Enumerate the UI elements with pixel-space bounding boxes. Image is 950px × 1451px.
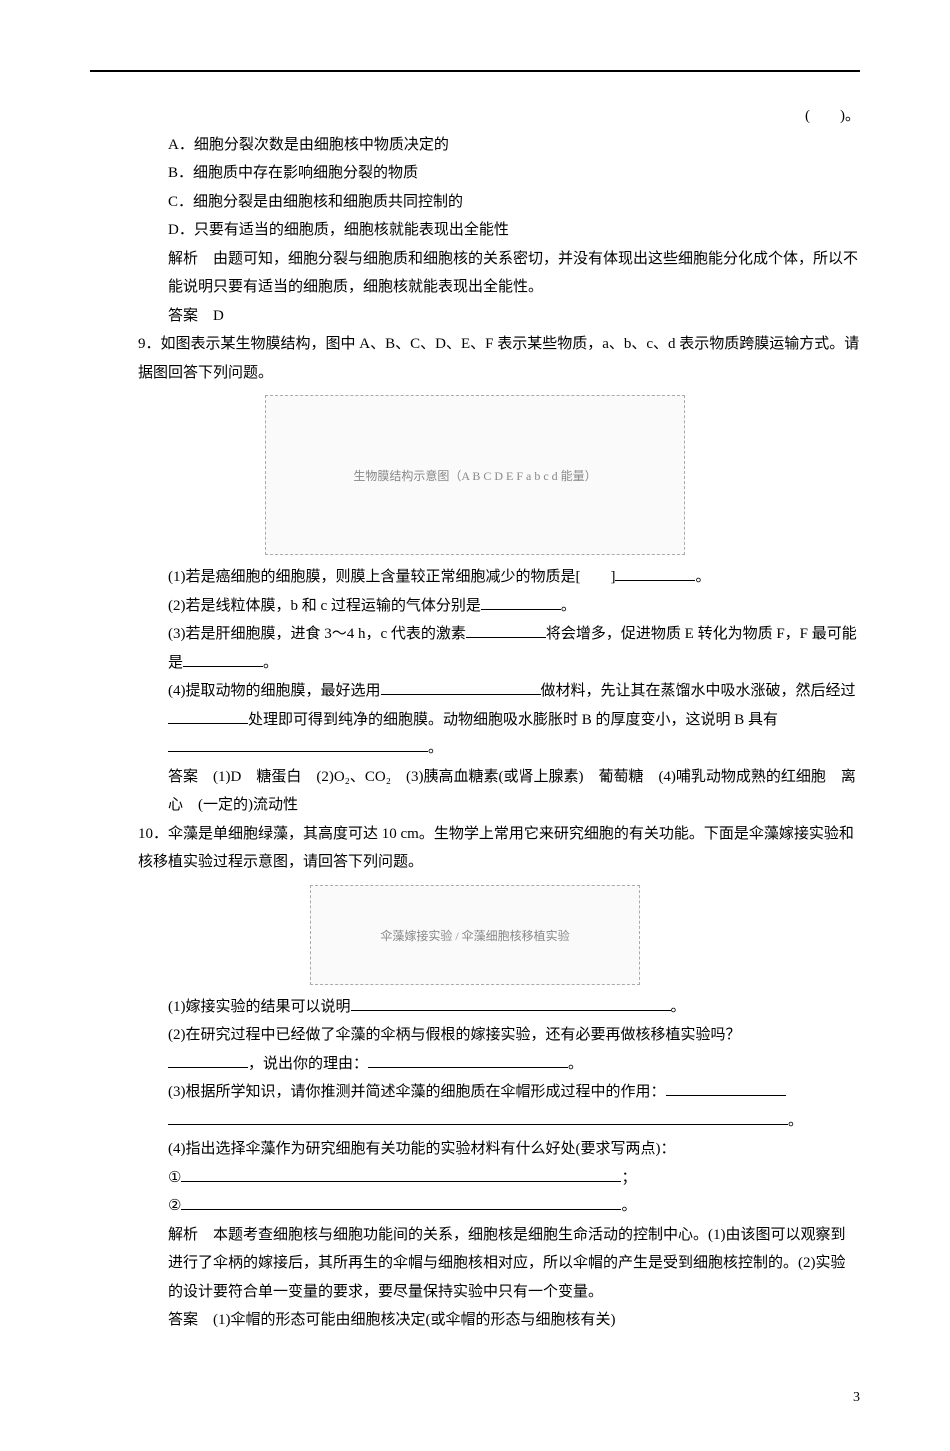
q10-s2b: ，说出你的理由： bbox=[248, 1056, 368, 1072]
q10-sub4-2: ②。 bbox=[90, 1192, 860, 1221]
q10-sub3: (3)根据所学知识，请你推测并简述伞藻的细胞质在伞帽形成过程中的作用： bbox=[90, 1078, 860, 1107]
q10-s1b: 。 bbox=[671, 999, 686, 1015]
q9-s4d: 。 bbox=[428, 740, 443, 756]
q10-sub4-1: ①； bbox=[90, 1164, 860, 1193]
q9-s3a: (3)若是肝细胞膜，进食 3～4 h，c 代表的激素 bbox=[168, 626, 466, 642]
option-d: D．只要有适当的细胞质，细胞核就能表现出全能性 bbox=[90, 216, 860, 245]
q10-ans-text: (1)伞帽的形态可能由细胞核决定(或伞帽的形态与细胞核有关) bbox=[213, 1312, 615, 1328]
q10-answer: 答案 (1)伞帽的形态可能由细胞核决定(或伞帽的形态与细胞核有关) bbox=[90, 1306, 860, 1335]
q9-s4c: 处理即可得到纯净的细胞膜。动物细胞吸水膨胀时 B 的厚度变小，这说明 B 具有 bbox=[248, 712, 778, 728]
q9-stem: 9．如图表示某生物膜结构，图中 A、B、C、D、E、F 表示某些物质，a、b、c… bbox=[90, 330, 860, 387]
q10-sub3-line: 。 bbox=[90, 1107, 860, 1136]
option-c: C．细胞分裂是由细胞核和细胞质共同控制的 bbox=[90, 188, 860, 217]
explanation: 解析 由题可知，细胞分裂与细胞质和细胞核的关系密切，并没有体现出这些细胞能分化成… bbox=[90, 245, 860, 302]
page-number: 3 bbox=[90, 1385, 860, 1412]
blank bbox=[615, 566, 695, 581]
q10-sub1: (1)嫁接实验的结果可以说明 。 bbox=[90, 993, 860, 1022]
q10-s4: (4)指出选择伞藻作为研究细胞有关功能的实验材料有什么好处(要求写两点)： bbox=[168, 1141, 675, 1157]
blank bbox=[351, 996, 671, 1011]
q9-num: 9． bbox=[138, 336, 161, 352]
blank bbox=[181, 1195, 621, 1210]
q10-figure: 伞藻嫁接实验 / 伞藻细胞核移植实验 bbox=[90, 885, 860, 985]
q9-s4a: (4)提取动物的细胞膜，最好选用 bbox=[168, 683, 381, 699]
q10-s4-2b: 。 bbox=[621, 1198, 636, 1214]
blank bbox=[381, 680, 541, 695]
blank bbox=[168, 737, 428, 752]
q10-s2: (2)在研究过程中已经做了伞藻的伞柄与假根的嫁接实验，还有必要再做核移植实验吗？ bbox=[168, 1027, 741, 1043]
q9-figure: 生物膜结构示意图（A B C D E F a b c d 能量） bbox=[90, 395, 860, 555]
q9-sub3: (3)若是肝细胞膜，进食 3～4 h，c 代表的激素将会增多，促进物质 E 转化… bbox=[90, 620, 860, 677]
blank bbox=[168, 1053, 248, 1068]
blank bbox=[666, 1081, 786, 1096]
q9-s2a: (2)若是线粒体膜，b 和 c 过程运输的气体分别是 bbox=[168, 598, 481, 614]
q10-s1a: (1)嫁接实验的结果可以说明 bbox=[168, 999, 351, 1015]
q9-answer: 答案 (1)D 糖蛋白 (2)O₂、CO₂ (3)胰高血糖素(或肾上腺素) 葡萄… bbox=[90, 763, 860, 820]
q10-num: 10． bbox=[138, 826, 168, 842]
acetabularia-diagram: 伞藻嫁接实验 / 伞藻细胞核移植实验 bbox=[310, 885, 640, 985]
ans-label: 答案 bbox=[168, 1312, 213, 1328]
option-a: A．细胞分裂次数是由细胞核中物质决定的 bbox=[90, 131, 860, 160]
q10-s3b: 。 bbox=[788, 1113, 803, 1129]
q10-s4-1: ① bbox=[168, 1170, 181, 1186]
expl-label: 解析 bbox=[168, 251, 213, 267]
q10-explanation: 解析 本题考查细胞核与细胞功能间的关系，细胞核是细胞生命活动的控制中心。(1)由… bbox=[90, 1221, 860, 1307]
ans-label: 答案 bbox=[168, 769, 213, 785]
q10-s4-1b: ； bbox=[621, 1170, 636, 1186]
q9-s1b: 。 bbox=[695, 569, 710, 585]
q10-sub2: (2)在研究过程中已经做了伞藻的伞柄与假根的嫁接实验，还有必要再做核移植实验吗？ bbox=[90, 1021, 860, 1050]
q10-s2c: 。 bbox=[568, 1056, 583, 1072]
q9-ans-text: (1)D 糖蛋白 (2)O₂、CO₂ (3)胰高血糖素(或肾上腺素) 葡萄糖 (… bbox=[168, 769, 856, 814]
ans-text: D bbox=[213, 308, 224, 324]
blank bbox=[368, 1053, 568, 1068]
q9-sub2: (2)若是线粒体膜，b 和 c 过程运输的气体分别是 。 bbox=[90, 592, 860, 621]
expl-label: 解析 bbox=[168, 1227, 213, 1243]
q9-s3c: 。 bbox=[263, 655, 278, 671]
q9-stem-text: 如图表示某生物膜结构，图中 A、B、C、D、E、F 表示某些物质，a、b、c、d… bbox=[138, 336, 859, 381]
q10-stem: 10．伞藻是单细胞绿藻，其高度可达 10 cm。生物学上常用它来研究细胞的有关功… bbox=[90, 820, 860, 877]
expl-text: 由题可知，细胞分裂与细胞质和细胞核的关系密切，并没有体现出这些细胞能分化成个体，… bbox=[168, 251, 858, 296]
option-b: B．细胞质中存在影响细胞分裂的物质 bbox=[90, 159, 860, 188]
q9-sub1: (1)若是癌细胞的细胞膜，则膜上含量较正常细胞减少的物质是[ ] 。 bbox=[90, 563, 860, 592]
q9-s4b: 做材料，先让其在蒸馏水中吸水涨破，然后经过 bbox=[541, 683, 856, 699]
answer: 答案 D bbox=[90, 302, 860, 331]
q10-sub4: (4)指出选择伞藻作为研究细胞有关功能的实验材料有什么好处(要求写两点)： bbox=[90, 1135, 860, 1164]
paren-blank: ( )。 bbox=[90, 102, 860, 131]
q9-s2b: 。 bbox=[561, 598, 576, 614]
q9-sub4: (4)提取动物的细胞膜，最好选用 做材料，先让其在蒸馏水中吸水涨破，然后经过处理即… bbox=[90, 677, 860, 763]
blank bbox=[168, 709, 248, 724]
blank bbox=[466, 623, 546, 638]
q10-s4-2: ② bbox=[168, 1198, 181, 1214]
q9-s1a: (1)若是癌细胞的细胞膜，则膜上含量较正常细胞减少的物质是[ ] bbox=[168, 569, 615, 585]
ans-label: 答案 bbox=[168, 308, 213, 324]
blank bbox=[183, 652, 263, 667]
q10-stem-text: 伞藻是单细胞绿藻，其高度可达 10 cm。生物学上常用它来研究细胞的有关功能。下… bbox=[138, 826, 854, 871]
top-rule bbox=[90, 70, 860, 72]
blank bbox=[481, 595, 561, 610]
blank bbox=[181, 1167, 621, 1182]
membrane-diagram: 生物膜结构示意图（A B C D E F a b c d 能量） bbox=[265, 395, 685, 555]
q10-expl-text: 本题考查细胞核与细胞功能间的关系，细胞核是细胞生命活动的控制中心。(1)由该图可… bbox=[168, 1227, 846, 1300]
q10-s3a: (3)根据所学知识，请你推测并简述伞藻的细胞质在伞帽形成过程中的作用： bbox=[168, 1084, 666, 1100]
q10-sub2-line2: ，说出你的理由： 。 bbox=[90, 1050, 860, 1079]
blank bbox=[168, 1110, 788, 1125]
